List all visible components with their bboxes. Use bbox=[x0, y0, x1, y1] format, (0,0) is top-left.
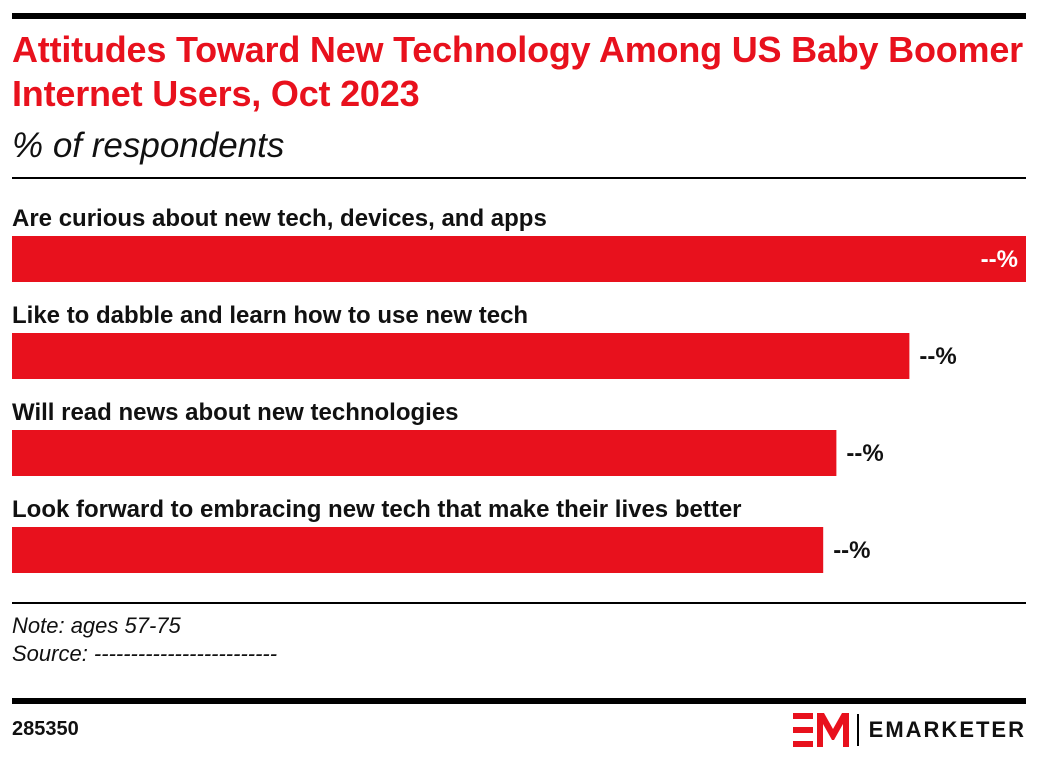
chart-note: Note: ages 57-75 bbox=[12, 613, 181, 638]
chart-source: Source: ------------------------- bbox=[12, 641, 278, 666]
bar bbox=[12, 430, 837, 476]
bottom-rule bbox=[12, 698, 1026, 704]
bar bbox=[12, 333, 910, 379]
value-label: --% bbox=[846, 440, 883, 467]
logo-divider bbox=[856, 714, 859, 746]
value-label: --% bbox=[919, 343, 956, 370]
em-logo-icon bbox=[792, 713, 849, 747]
header-divider bbox=[12, 177, 1026, 179]
bar-chart: Are curious about new tech, devices, and… bbox=[12, 205, 1026, 573]
value-label: --% bbox=[981, 246, 1018, 273]
category-label: Like to dabble and learn how to use new … bbox=[12, 302, 528, 329]
top-rule bbox=[12, 13, 1026, 19]
chart-subtitle: % of respondents bbox=[12, 126, 285, 165]
category-label: Are curious about new tech, devices, and… bbox=[12, 205, 547, 232]
bar bbox=[12, 236, 1026, 282]
bar bbox=[12, 527, 824, 573]
notes-divider bbox=[12, 602, 1026, 604]
chart-title: Attitudes Toward New Technology Among US… bbox=[12, 29, 1023, 114]
value-label: --% bbox=[833, 537, 870, 564]
chart-id: 285350 bbox=[12, 718, 79, 740]
category-label: Will read news about new technologies bbox=[12, 399, 459, 426]
category-label: Look forward to embracing new tech that … bbox=[12, 496, 742, 523]
emarketer-logo: EMARKETER bbox=[792, 713, 1026, 747]
logo-wordmark: EMARKETER bbox=[868, 717, 1026, 742]
